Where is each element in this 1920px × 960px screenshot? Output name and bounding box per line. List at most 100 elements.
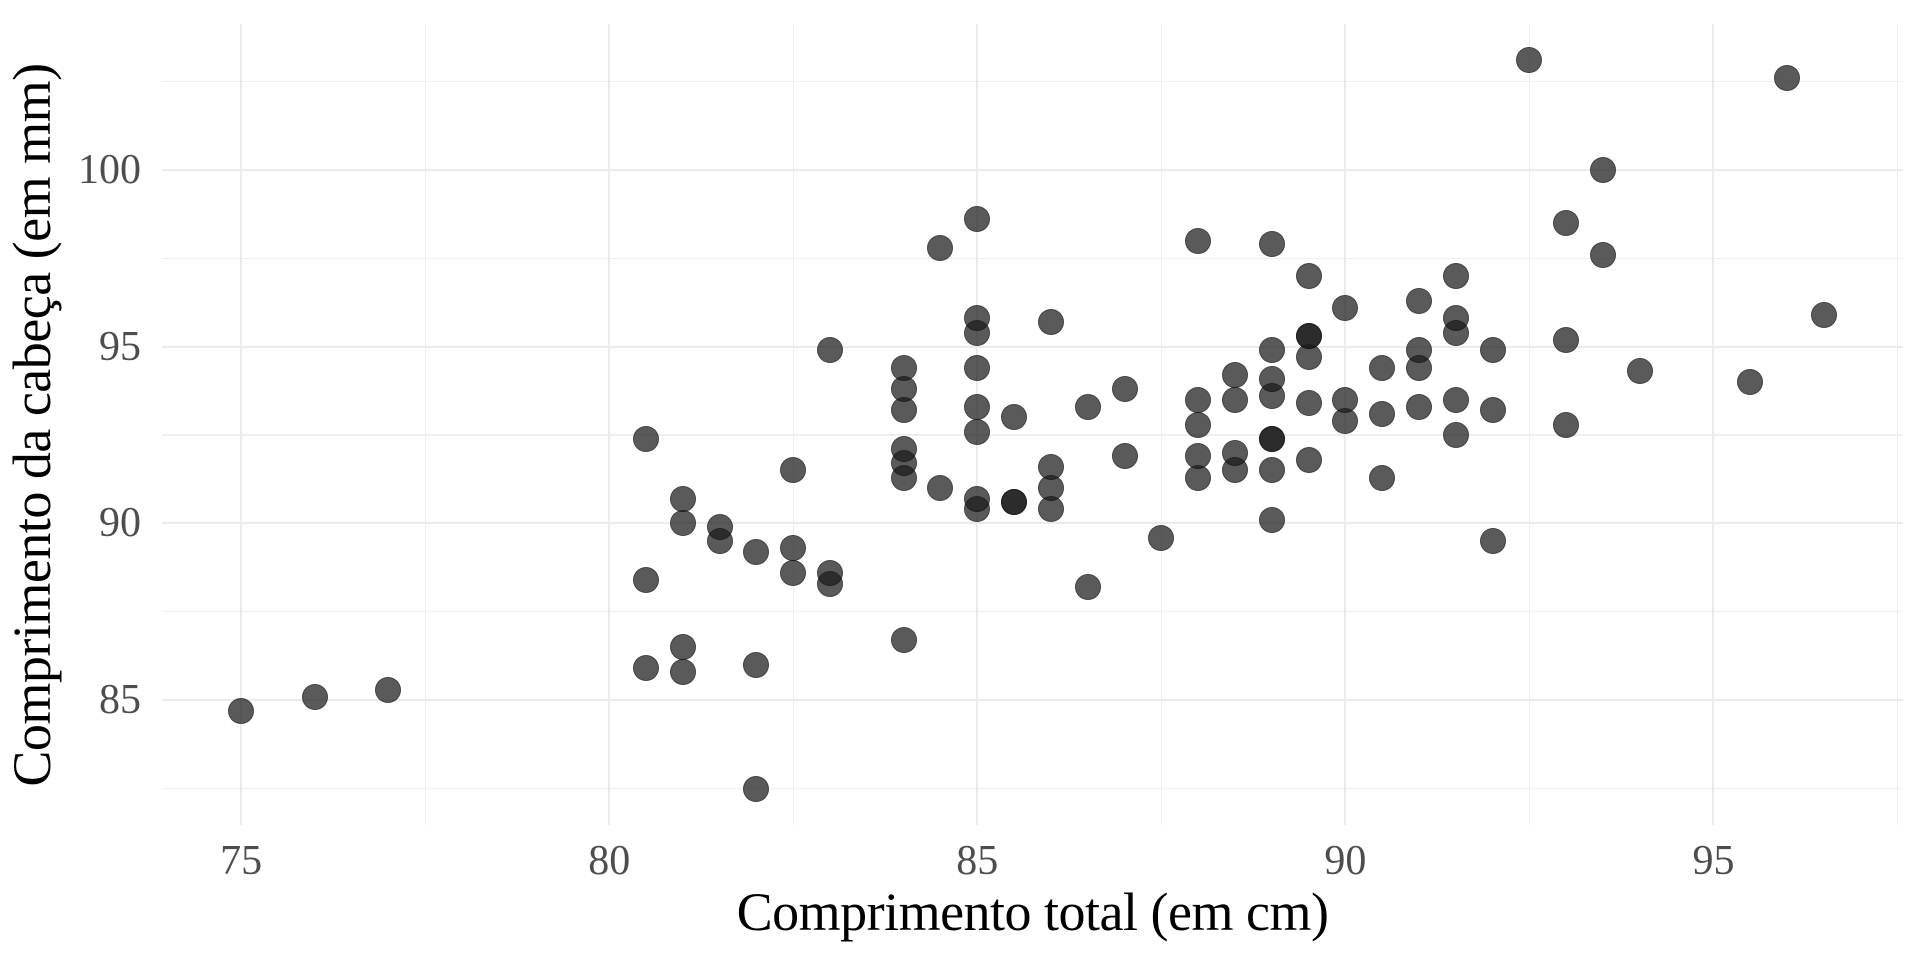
data-point <box>1258 365 1285 392</box>
data-point <box>1258 337 1285 364</box>
data-point <box>964 393 991 420</box>
data-point <box>228 697 255 724</box>
data-point <box>1001 404 1028 431</box>
data-point <box>1369 354 1396 381</box>
x-tick-label: 75 <box>220 838 263 884</box>
data-point <box>1295 446 1322 473</box>
data-point <box>1185 227 1212 254</box>
data-point <box>890 354 917 381</box>
data-point <box>1221 439 1248 466</box>
data-point <box>669 510 696 537</box>
data-point <box>1111 376 1138 403</box>
y-tick-label: 95 <box>99 323 141 370</box>
y-gridline-major <box>162 345 1903 348</box>
data-point <box>1258 425 1285 452</box>
data-point <box>633 425 660 452</box>
data-point <box>890 436 917 463</box>
x-gridline-major <box>608 24 611 825</box>
x-gridline-minor <box>1160 24 1162 825</box>
data-point <box>1295 390 1322 417</box>
data-point <box>1553 411 1580 438</box>
data-point <box>1590 156 1617 183</box>
y-gridline-major <box>162 168 1903 171</box>
x-tick-label: 95 <box>1692 838 1735 884</box>
data-point <box>964 485 991 512</box>
data-point <box>1737 369 1764 396</box>
data-point <box>780 535 807 562</box>
data-point <box>743 651 770 678</box>
data-point <box>780 559 807 586</box>
x-gridline-minor <box>792 24 794 825</box>
y-tick-label: 100 <box>78 146 141 193</box>
data-point <box>964 305 991 332</box>
data-point <box>1774 65 1801 92</box>
data-point <box>1405 337 1432 364</box>
x-tick-label: 90 <box>1324 838 1367 884</box>
data-point <box>1148 524 1175 551</box>
data-point <box>1185 386 1212 413</box>
data-point <box>890 627 917 654</box>
y-tick-label: 85 <box>99 677 141 724</box>
data-point <box>1442 386 1469 413</box>
x-gridline-minor <box>424 24 426 825</box>
y-gridline-minor <box>162 257 1903 259</box>
y-tick-label: 90 <box>99 500 141 547</box>
y-gridline-major <box>162 699 1903 702</box>
data-point <box>964 418 991 445</box>
data-point <box>1626 358 1653 385</box>
data-point <box>743 538 770 565</box>
data-point <box>1037 308 1064 335</box>
data-point <box>1295 263 1322 290</box>
y-gridline-minor <box>162 80 1903 83</box>
data-point <box>1479 397 1506 424</box>
data-point <box>1221 386 1248 413</box>
data-point <box>1590 241 1617 268</box>
x-gridline-minor <box>1528 24 1531 825</box>
data-point <box>633 655 660 682</box>
y-gridline-minor <box>162 787 1903 790</box>
data-point <box>890 376 917 403</box>
data-point <box>1479 337 1506 364</box>
data-point <box>1553 326 1580 353</box>
y-gridline-minor <box>162 611 1903 613</box>
data-point <box>633 567 660 594</box>
y-axis-title: Comprimento da cabeça (em mm) <box>2 62 62 787</box>
x-tick-label: 80 <box>588 838 631 884</box>
data-point <box>1442 305 1469 332</box>
data-point <box>1185 443 1212 470</box>
data-point <box>1369 400 1396 427</box>
data-point <box>1332 386 1359 413</box>
data-point <box>1037 453 1064 480</box>
x-gridline-major <box>1712 24 1715 825</box>
data-point <box>706 514 733 540</box>
data-point <box>669 634 696 661</box>
data-point <box>1516 47 1543 74</box>
data-point <box>1405 287 1432 314</box>
data-point <box>669 485 696 512</box>
data-point <box>301 683 328 710</box>
data-point <box>1442 263 1469 290</box>
data-point <box>1001 489 1028 516</box>
data-point <box>1258 231 1285 258</box>
data-point <box>964 206 991 233</box>
y-gridline-major <box>162 522 1903 525</box>
data-point <box>669 658 696 685</box>
data-point <box>1332 294 1359 321</box>
data-point <box>1479 528 1506 555</box>
data-point <box>927 234 954 261</box>
data-point <box>817 337 844 364</box>
x-tick-label: 85 <box>956 838 999 884</box>
data-point <box>1405 393 1432 420</box>
x-gridline-major <box>240 24 243 825</box>
data-point <box>1442 422 1469 449</box>
data-point <box>1074 393 1101 420</box>
data-point <box>1258 506 1285 533</box>
data-point <box>1553 210 1580 236</box>
data-point <box>1111 443 1138 470</box>
data-point <box>1810 301 1837 328</box>
data-point <box>817 559 844 586</box>
data-point <box>1295 323 1322 350</box>
data-point <box>927 475 954 502</box>
data-point <box>1369 464 1396 491</box>
